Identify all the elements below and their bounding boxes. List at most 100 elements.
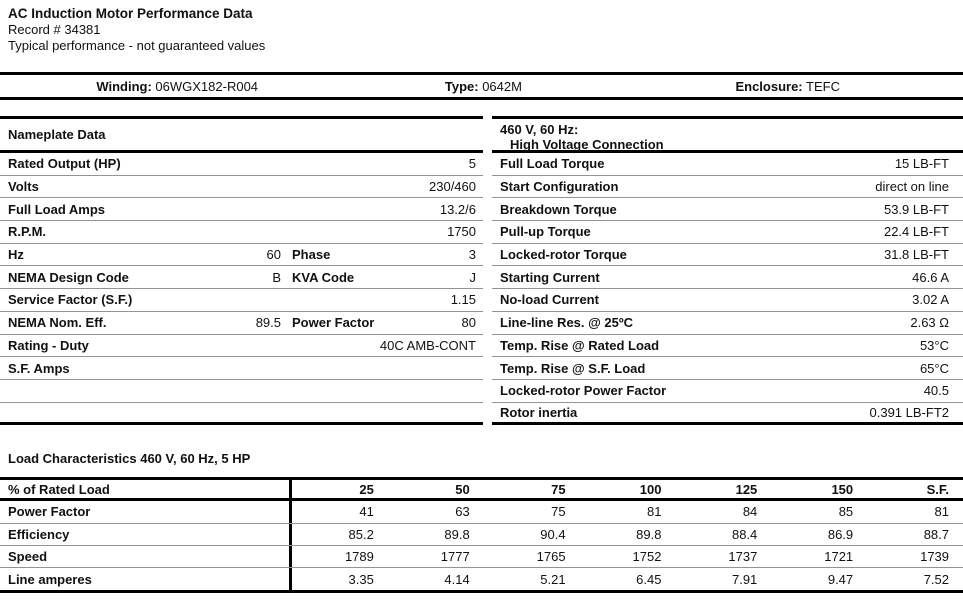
nameplate-section-header: Nameplate Data (0, 116, 483, 153)
hv-row-locked-rotor-pf: Locked-rotor Power Factor 40.5 (492, 380, 963, 403)
load-characteristics-title: Load Characteristics 460 V, 60 Hz, 5 HP (8, 451, 251, 467)
hv-row-temp-rise-rated: Temp. Rise @ Rated Load 53°C (492, 335, 963, 358)
hv-row-rotor-inertia: Rotor inertia 0.391 LB-FT2 (492, 403, 963, 426)
load-table-header-cell: 125 (735, 481, 758, 497)
winding-label: Winding: (96, 78, 152, 94)
load-table-cell: 4.14 (444, 571, 470, 587)
row-value: 65°C (919, 360, 949, 376)
row-value: 40.5 (923, 383, 949, 399)
load-table-header-cell: 25 (359, 481, 374, 497)
load-table-cell: 89.8 (636, 526, 662, 542)
hv-row-breakdown-torque: Breakdown Torque 53.9 LB-FT (492, 198, 963, 222)
row-value: direct on line (875, 179, 949, 195)
title-block: AC Induction Motor Performance Data Reco… (0, 0, 963, 54)
row-label: Full Load Amps (8, 201, 106, 217)
load-table-row-efficiency: Efficiency 85.2 89.8 90.4 89.8 88.4 86.9… (0, 523, 963, 546)
row-value: 0.391 LB-FT2 (869, 404, 950, 420)
load-characteristics-table: % of Rated Load 25 50 75 100 125 150 S.F… (0, 477, 963, 594)
load-table-cell: 1739 (920, 548, 950, 564)
row-value-2: 80 (461, 315, 476, 331)
row-label-2: Power Factor (292, 315, 375, 331)
load-table-row-label: Speed (0, 545, 292, 568)
load-table-header-cell: S.F. (926, 481, 950, 497)
nameplate-row-rated-output: Rated Output (HP) 5 (0, 153, 483, 176)
row-value: 3.02 A (912, 292, 949, 308)
load-table-cell: 1721 (824, 548, 854, 564)
hv-row-line-line-res: Line-line Res. @ 25ºC 2.63 Ω (492, 312, 963, 335)
row-label: Rotor inertia (500, 404, 578, 420)
info-bar: Winding: 06WGX182-R004 Type: 0642M Enclo… (0, 72, 963, 100)
nameplate-row-empty-1 (0, 380, 483, 403)
row-value: 230/460 (429, 179, 476, 195)
row-value: 13.2/6 (439, 201, 476, 217)
row-label: S.F. Amps (8, 360, 70, 376)
load-table-cell: 81 (934, 504, 950, 520)
row-label: Breakdown Torque (500, 201, 617, 217)
load-table-cell: 7.91 (731, 571, 758, 587)
row-label-2: Phase (292, 247, 331, 263)
row-label: Line-line Res. @ 25ºC (500, 315, 634, 331)
nameplate-row-volts: Volts 230/460 (0, 176, 483, 199)
load-table-cell: 1752 (632, 548, 662, 564)
row-label: Full Load Torque (500, 156, 605, 172)
row-value: 89.5 (255, 315, 281, 331)
nameplate-title: Nameplate Data (8, 127, 106, 142)
row-value: 1.15 (450, 292, 476, 308)
load-table-cell: 1777 (440, 548, 470, 564)
data-columns: Nameplate Data Rated Output (HP) 5 Volts… (0, 116, 963, 426)
row-label: R.P.M. (8, 224, 47, 240)
row-label: Locked-rotor Torque (500, 247, 627, 263)
nameplate-row-full-load-amps: Full Load Amps 13.2/6 (0, 198, 483, 222)
load-table-cell: 9.47 (827, 571, 854, 587)
row-value: 46.6 A (912, 269, 949, 285)
load-table-row-label: Power Factor (0, 501, 292, 523)
load-table-cell: 85.2 (348, 526, 374, 542)
hv-row-locked-rotor-torque: Locked-rotor Torque 31.8 LB-FT (492, 244, 963, 267)
page-title: AC Induction Motor Performance Data (8, 6, 253, 21)
load-table-header-label: % of Rated Load (0, 480, 292, 499)
hv-row-starting-current: Starting Current 46.6 A (492, 266, 963, 290)
row-label: Volts (8, 179, 39, 195)
nameplate-row-hz-phase: Hz 60 Phase 3 (0, 244, 483, 267)
hv-row-no-load-current: No-load Current 3.02 A (492, 289, 963, 312)
load-table-cell: 3.35 (348, 571, 374, 587)
load-table-header-cell: 150 (831, 481, 854, 497)
disclaimer-note: Typical performance - not guaranteed val… (8, 38, 266, 53)
load-table-cell: 41 (359, 504, 374, 520)
row-label: No-load Current (500, 292, 599, 308)
row-value: 1750 (447, 224, 476, 240)
load-table-header-cell: 100 (639, 481, 662, 497)
load-table-cell: 6.45 (636, 571, 662, 587)
load-table-cell: 1737 (728, 548, 758, 564)
row-label: Hz (8, 247, 24, 263)
load-table-cell: 90.4 (540, 526, 566, 542)
column-gap (483, 116, 492, 425)
load-table-cell: 1789 (344, 548, 374, 564)
load-table-row-line-amperes: Line amperes 3.35 4.14 5.21 6.45 7.91 9.… (0, 568, 963, 591)
hv-row-start-configuration: Start Configuration direct on line (492, 176, 963, 199)
nameplate-row-service-factor: Service Factor (S.F.) 1.15 (0, 289, 483, 312)
row-label: Rated Output (HP) (8, 156, 121, 172)
hv-row-pull-up-torque: Pull-up Torque 22.4 LB-FT (492, 221, 963, 244)
nameplate-row-rpm: R.P.M. 1750 (0, 221, 483, 244)
load-table-cell: 88.4 (731, 526, 758, 542)
hv-title-line1: 460 V, 60 Hz: (500, 122, 579, 137)
nameplate-row-eff-pf: NEMA Nom. Eff. 89.5 Power Factor 80 (0, 312, 483, 335)
row-label: Start Configuration (500, 179, 619, 195)
enclosure-value: TEFC (806, 78, 840, 94)
load-table-cell: 63 (455, 504, 470, 520)
enclosure-cell: Enclosure: TEFC (612, 79, 963, 94)
row-label: Rating - Duty (8, 337, 89, 353)
row-value: 53.9 LB-FT (883, 201, 949, 217)
type-value: 0642M (482, 78, 522, 94)
enclosure-label: Enclosure: (735, 78, 803, 94)
winding-value: 06WGX182-R004 (155, 78, 259, 94)
nameplate-row-rating-duty: Rating - Duty 40C AMB-CONT (0, 335, 483, 358)
row-label: NEMA Nom. Eff. (8, 315, 107, 331)
hv-connection-section: 460 V, 60 Hz: High Voltage Connection Fu… (492, 116, 963, 426)
type-label: Type: (444, 78, 479, 94)
load-table-cell: 81 (646, 504, 662, 520)
nameplate-section: Nameplate Data Rated Output (HP) 5 Volts… (0, 116, 483, 426)
row-value: B (272, 269, 281, 285)
